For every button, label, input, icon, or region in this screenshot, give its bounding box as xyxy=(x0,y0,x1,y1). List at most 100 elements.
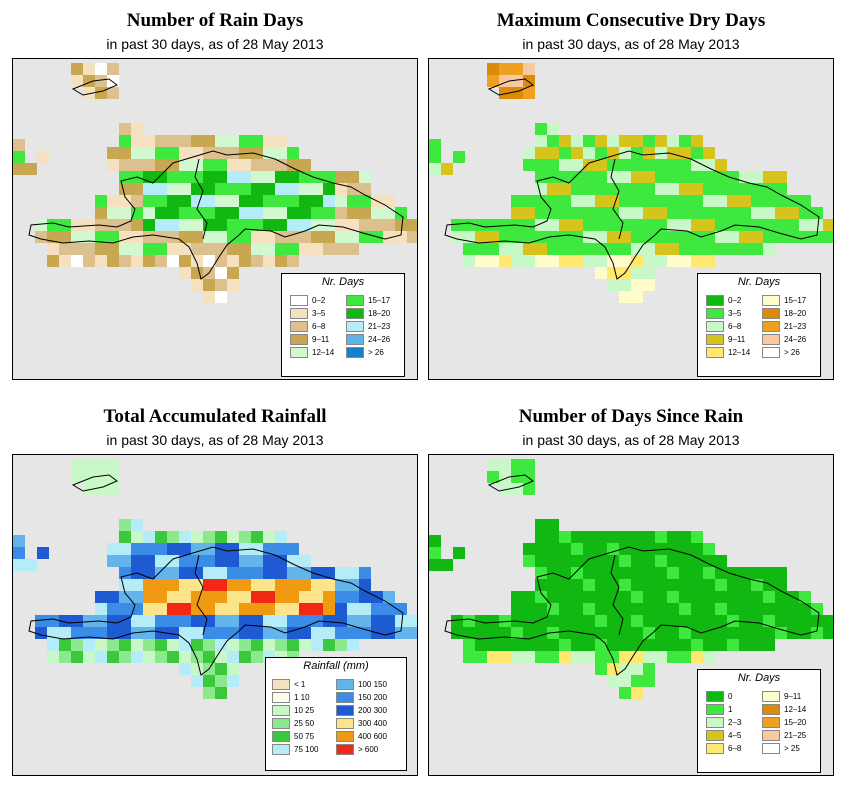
map-cell xyxy=(715,219,727,231)
map-cell xyxy=(59,231,71,243)
map-cell xyxy=(227,243,239,255)
map-cell xyxy=(35,627,47,639)
map-cell xyxy=(263,171,275,183)
map-cell xyxy=(655,243,667,255)
map-cell xyxy=(595,651,607,663)
legend-swatch xyxy=(290,347,308,358)
map-cell xyxy=(679,255,691,267)
map-cell xyxy=(191,159,203,171)
map-cell xyxy=(655,207,667,219)
map-cell xyxy=(823,231,833,243)
map-cell xyxy=(559,591,571,603)
map-cell xyxy=(239,567,251,579)
map-cell xyxy=(251,219,263,231)
map-cell xyxy=(131,123,143,135)
map-cell xyxy=(571,639,583,651)
legend-label: 12–14 xyxy=(784,705,807,714)
map-cell xyxy=(583,231,595,243)
map-cell xyxy=(299,639,311,651)
map-cell xyxy=(799,195,811,207)
map-cell xyxy=(595,171,607,183)
map-cell xyxy=(595,183,607,195)
map-cell xyxy=(323,603,335,615)
map-cell xyxy=(535,603,547,615)
map-cell xyxy=(167,255,179,267)
map-cell xyxy=(311,627,323,639)
map-cell xyxy=(535,543,547,555)
map-cell xyxy=(679,159,691,171)
map-cell xyxy=(487,639,499,651)
map-cell xyxy=(131,591,143,603)
map-cell xyxy=(691,195,703,207)
map-cell xyxy=(119,255,131,267)
map-cell xyxy=(215,195,227,207)
legend-label: 0–2 xyxy=(728,296,742,305)
map-cell xyxy=(311,579,323,591)
map-cell xyxy=(119,543,131,555)
map-cell xyxy=(583,603,595,615)
map-cell xyxy=(263,243,275,255)
legend-item: 15–17 xyxy=(346,294,390,307)
map-cell xyxy=(535,627,547,639)
map-cell xyxy=(511,255,523,267)
map-cell xyxy=(487,255,499,267)
map-cell xyxy=(763,591,775,603)
legend-swatch xyxy=(762,321,780,332)
legend-item: 6–8 xyxy=(706,320,750,333)
map-cell xyxy=(143,231,155,243)
panel-title: Total Accumulated Rainfall xyxy=(103,406,327,427)
map-cell xyxy=(407,627,417,639)
map-cell xyxy=(691,543,703,555)
legend-item: 21–25 xyxy=(762,729,806,742)
map-cell xyxy=(263,615,275,627)
map-cell xyxy=(167,531,179,543)
map-cell xyxy=(739,195,751,207)
map-cell xyxy=(655,639,667,651)
legend-item: 10 25 xyxy=(272,704,318,717)
map-grid xyxy=(13,63,417,303)
legend-label: 6–8 xyxy=(312,322,326,331)
map-cell xyxy=(323,171,335,183)
map-cell xyxy=(167,159,179,171)
map-cell xyxy=(311,615,323,627)
legend-swatch xyxy=(336,692,354,703)
map-cell xyxy=(239,171,251,183)
map-cell xyxy=(239,147,251,159)
map-cell xyxy=(429,559,441,571)
map-cell xyxy=(691,183,703,195)
map-cell xyxy=(107,543,119,555)
country-border xyxy=(194,554,208,636)
map-cell xyxy=(775,579,787,591)
map-cell xyxy=(703,603,715,615)
map-cell xyxy=(299,567,311,579)
map-cell xyxy=(347,195,359,207)
map-cell xyxy=(239,159,251,171)
map-cell xyxy=(811,615,823,627)
legend-item: 0–2 xyxy=(706,294,750,307)
map-cell xyxy=(167,639,179,651)
map-cell xyxy=(59,243,71,255)
map-cell xyxy=(179,579,191,591)
map-cell xyxy=(227,567,239,579)
map-cell xyxy=(619,231,631,243)
map-cell xyxy=(643,627,655,639)
map-cell xyxy=(691,555,703,567)
map-cell xyxy=(395,627,407,639)
map-cell xyxy=(679,543,691,555)
map-cell xyxy=(607,615,619,627)
map-cell xyxy=(679,183,691,195)
map-cell xyxy=(679,531,691,543)
legend-swatch xyxy=(706,691,724,702)
map-cell xyxy=(131,159,143,171)
map-cell xyxy=(499,219,511,231)
map-cell xyxy=(107,555,119,567)
map-cell xyxy=(263,147,275,159)
map-cell xyxy=(287,639,299,651)
map-cell xyxy=(547,615,559,627)
map-cell xyxy=(323,207,335,219)
map-cell xyxy=(583,531,595,543)
map-cell xyxy=(119,231,131,243)
map-cell xyxy=(155,627,167,639)
map-cell xyxy=(191,147,203,159)
map-legend: Nr. Days 0–2 3–5 6–8 9–11 12–14 15–17 18–20 21… xyxy=(281,273,405,377)
